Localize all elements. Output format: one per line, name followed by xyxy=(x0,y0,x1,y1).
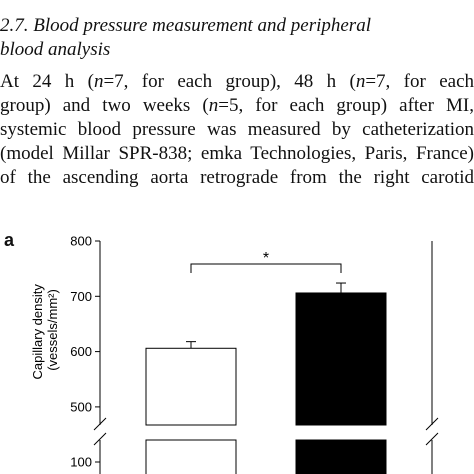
y-axis-break-mark xyxy=(93,417,107,431)
significance-star: * xyxy=(263,250,269,267)
y-tick-label: 600 xyxy=(70,344,92,359)
bar xyxy=(145,347,237,426)
significance-bracket xyxy=(190,263,342,273)
y-axis-label-line-2: (vessels/mm²) xyxy=(45,289,60,371)
panel-label: a xyxy=(4,230,15,250)
right-frame-break-mark xyxy=(425,432,439,446)
y-tick-label: 500 xyxy=(70,399,92,414)
paragraph-line-3: systemic blood pressure was measured by … xyxy=(0,119,474,140)
section-heading-line-2: blood analysis xyxy=(0,39,111,60)
paragraph-line-5: of the ascending aorta retrograde from t… xyxy=(0,167,474,188)
sample-size-symbol: n xyxy=(355,71,366,92)
y-tick-label: 800 xyxy=(70,234,92,249)
chart-axes xyxy=(93,241,439,474)
section-heading-line-1: 2.7. Blood pressure measurement and peri… xyxy=(0,15,371,36)
y-tick-label: 100 xyxy=(70,455,92,470)
bar xyxy=(295,292,387,426)
paragraph-text: =7, for each xyxy=(365,71,474,92)
methods-paragraph: At 24 h (n=7, for each group), 48 h (n=7… xyxy=(0,70,474,190)
sample-size-symbol: n xyxy=(208,95,219,116)
y-axis-break-mark xyxy=(93,432,107,446)
y-axis-label: Capillary density (vessels/mm²) xyxy=(30,281,60,380)
sample-size-symbol: n xyxy=(93,71,104,92)
paragraph-text: =5, for each group) after MI, xyxy=(218,95,474,116)
paragraph-line-4: (model Millar SPR-838; emka Technologies… xyxy=(0,143,474,164)
chart-bars xyxy=(145,282,387,474)
paragraph-text: =7, for each group), 48 h ( xyxy=(103,71,356,92)
paragraph-text: group) and two weeks ( xyxy=(0,95,209,116)
chart-annotations: * xyxy=(190,250,342,273)
right-frame-break-mark xyxy=(425,417,439,431)
paragraph-text: At 24 h ( xyxy=(0,71,94,92)
paragraph-line-1: At 24 h (n=7, for each group), 48 h (n=7… xyxy=(0,70,474,94)
paragraph-line-2: group) and two weeks (n=5, for each grou… xyxy=(0,94,474,118)
section-heading: 2.7. Blood pressure measurement and peri… xyxy=(0,14,474,62)
chart-ticks: 500 600 700 800 100 xyxy=(70,234,100,470)
y-axis-label-line-1: Capillary density xyxy=(30,284,45,380)
bar-lower-segment xyxy=(145,439,237,474)
bar-lower-segment xyxy=(295,439,387,474)
y-tick-label: 700 xyxy=(70,289,92,304)
